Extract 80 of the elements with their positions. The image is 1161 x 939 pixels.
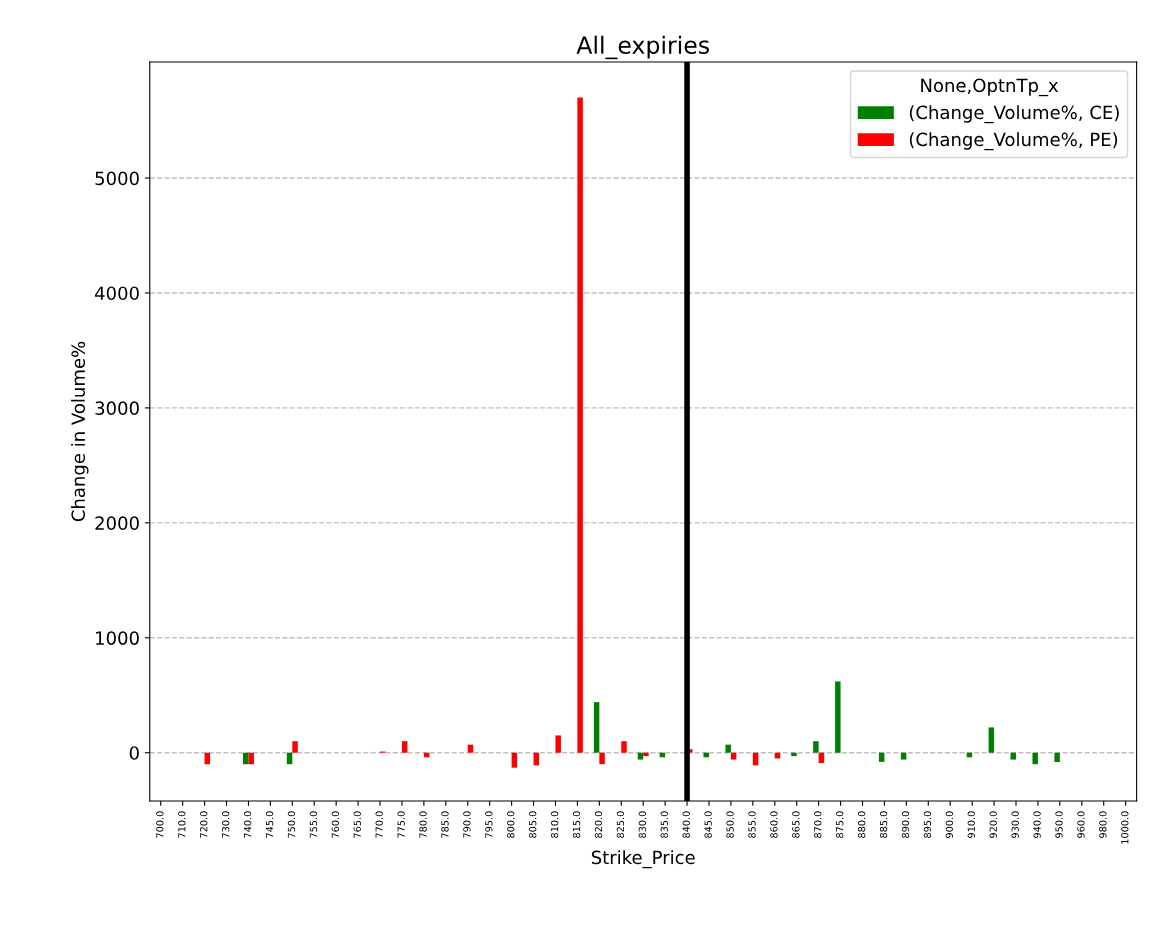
bar	[637, 752, 644, 760]
x-tick-label: 730.0	[221, 811, 230, 838]
x-tick-label: 870.0	[814, 811, 822, 838]
bar	[730, 752, 737, 760]
x-tick-label: 800.0	[507, 811, 515, 838]
x-tick-label: 910.0	[967, 811, 975, 838]
bar	[599, 752, 605, 765]
legend-title: None,OptnTp_x	[921, 78, 1059, 97]
x-tick-label: 815.0	[572, 811, 581, 838]
x-tick-label: 850.0	[726, 811, 734, 838]
bar	[878, 752, 885, 762]
x-tick-label: 755.0	[309, 811, 318, 838]
x-tick-label: 895.0	[923, 811, 932, 838]
x-tick-label: 940.0	[1033, 811, 1041, 838]
bar	[248, 752, 254, 765]
bar	[292, 741, 298, 753]
x-tick-label: 805.0	[529, 811, 537, 838]
x-tick-label: 795.0	[485, 811, 493, 838]
y-tick-label: 5000	[95, 171, 139, 186]
bar	[900, 752, 907, 760]
x-tick-label: 740.0	[243, 811, 252, 838]
bar	[791, 752, 797, 757]
y-tick-label: 3000	[95, 401, 139, 416]
legend-label: (Change_Volume%, PE)	[909, 132, 1118, 151]
x-tick-label: 880.0	[857, 811, 866, 838]
x-tick-label: 785.0	[441, 811, 449, 838]
y-axis-title: Change in Volume%	[71, 341, 89, 522]
bar	[593, 702, 600, 753]
x-tick-label: 750.0	[287, 811, 296, 838]
bar	[1032, 752, 1038, 765]
bar	[813, 741, 819, 753]
x-tick-label: 865.0	[792, 811, 800, 838]
x-tick-label: 890.0	[901, 811, 910, 838]
bar	[401, 741, 408, 753]
x-tick-label: 720.0	[200, 811, 208, 838]
x-tick-label: 885.0	[879, 811, 888, 838]
x-tick-label: 765.0	[353, 811, 361, 838]
x-tick-label: 855.0	[748, 811, 756, 838]
legend-label: (Change_Volume%, CE)	[909, 105, 1119, 124]
x-tick-label: 780.0	[419, 811, 427, 838]
x-tick-label: 775.0	[397, 811, 405, 838]
x-tick-label: 920.0	[989, 811, 997, 838]
x-tick-label: 700.0	[156, 811, 164, 838]
x-tick-label: 760.0	[331, 811, 339, 838]
x-axis-title: Strike_Price	[591, 850, 695, 869]
x-tick-label: 860.0	[770, 811, 778, 838]
x-tick-label: 810.0	[550, 811, 559, 838]
chart-title: All_expiries	[576, 35, 709, 60]
x-tick-label: 980.0	[1099, 811, 1107, 838]
x-tick-label: 770.0	[375, 811, 383, 838]
x-tick-label: 930.0	[1011, 811, 1019, 838]
bar	[467, 744, 474, 753]
y-tick-label: 1000	[96, 631, 139, 645]
x-tick-label: 840.0	[682, 811, 690, 838]
bar	[725, 744, 731, 753]
x-tick-label: 835.0	[660, 811, 668, 838]
y-tick-label: 4000	[94, 286, 139, 301]
bar	[988, 727, 995, 753]
bar	[1054, 752, 1060, 762]
x-tick-label: 1000.0	[1121, 811, 1129, 844]
x-tick-label: 950.0	[1055, 811, 1063, 838]
x-tick-label: 825.0	[616, 811, 625, 838]
bar	[511, 752, 518, 768]
x-tick-label: 960.0	[1077, 811, 1085, 838]
bar	[621, 741, 627, 753]
bar	[577, 97, 583, 753]
x-tick-label: 830.0	[638, 811, 647, 838]
bar	[1010, 752, 1016, 760]
x-tick-label: 790.0	[463, 811, 471, 838]
bar	[835, 681, 841, 753]
bar	[555, 735, 561, 753]
y-tick-label: 2000	[95, 516, 139, 530]
x-tick-label: 745.0	[265, 811, 274, 838]
x-tick-label: 820.0	[594, 811, 603, 838]
x-tick-label: 875.0	[836, 811, 844, 838]
x-tick-label: 845.0	[704, 811, 712, 838]
bar	[643, 752, 649, 757]
y-tick-label: 0	[129, 746, 139, 760]
x-tick-label: 710.0	[178, 811, 186, 838]
x-tick-label: 900.0	[945, 811, 954, 838]
